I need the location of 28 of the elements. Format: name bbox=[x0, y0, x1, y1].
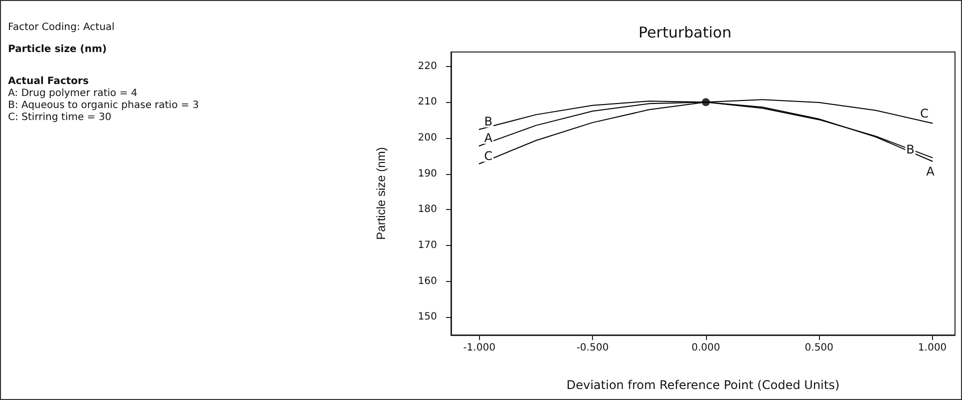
y-tick-label: 170 bbox=[418, 240, 437, 251]
y-tick-label: 150 bbox=[418, 312, 437, 323]
y-tick-label: 190 bbox=[418, 168, 437, 180]
text: C: Stirring time = 30 bbox=[8, 112, 112, 124]
y-tick-label: 160 bbox=[418, 276, 437, 287]
y-tick-label: 180 bbox=[418, 204, 437, 216]
x-tick-label: 1.000 bbox=[918, 342, 947, 354]
y-tick-label: 220 bbox=[418, 60, 437, 72]
x-tick-label: 0.000 bbox=[692, 342, 720, 354]
y-tick-label: 210 bbox=[418, 96, 437, 108]
text: B bbox=[906, 142, 914, 157]
text: Particle size (nm) bbox=[8, 44, 108, 56]
series-label: B bbox=[484, 114, 492, 128]
y-tick-label: 200 bbox=[418, 132, 437, 144]
x-tick-label: -0.500 bbox=[576, 342, 609, 354]
text: B: Aqueous to organic phase ratio = 3 bbox=[8, 100, 199, 112]
text: C bbox=[484, 148, 493, 163]
text: A: Drug polymer ratio = 4 bbox=[8, 88, 138, 100]
y-axis-title: Particle size (nm) bbox=[374, 147, 388, 240]
chart-title: Perturbation bbox=[638, 24, 732, 42]
x-tick-label: -1.000 bbox=[463, 342, 496, 354]
series-label: C bbox=[920, 106, 929, 120]
series-label: A bbox=[484, 130, 494, 145]
x-tick-label: 0.500 bbox=[804, 342, 834, 354]
x-axis-title: Deviation from Reference Point (Coded Units) bbox=[566, 378, 840, 392]
text: Actual Factors bbox=[8, 76, 90, 88]
text: A bbox=[926, 164, 934, 178]
text: Factor Coding: Actual bbox=[8, 22, 116, 34]
